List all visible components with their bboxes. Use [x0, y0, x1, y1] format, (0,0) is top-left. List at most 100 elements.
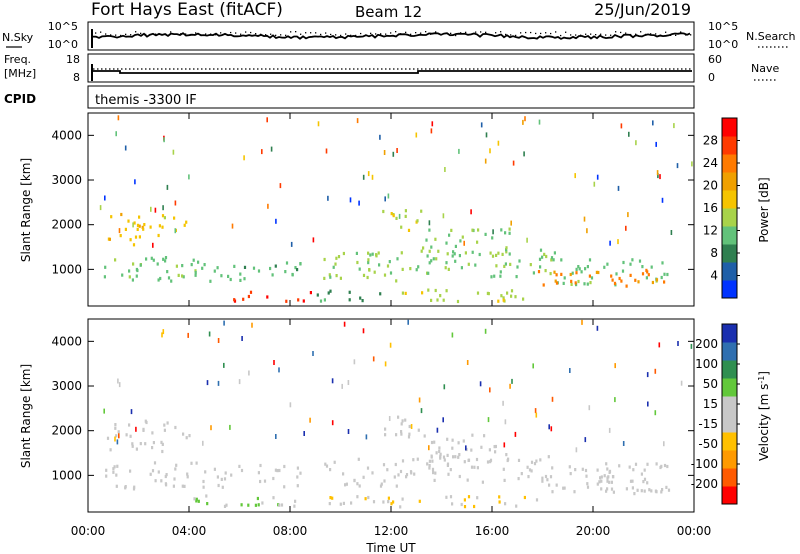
power-cell — [451, 254, 454, 258]
power-cell — [641, 265, 644, 269]
noise-search-dot — [325, 32, 327, 34]
power-cell — [638, 259, 642, 263]
velocity-cell — [655, 462, 658, 466]
power-cell — [124, 145, 127, 151]
noise-search-dot — [200, 34, 202, 36]
power-colorbar-tick-label: 28 — [703, 134, 718, 148]
velocity-cell — [142, 427, 145, 431]
power-cell — [425, 238, 428, 242]
power-cell — [505, 248, 508, 252]
velocity-cell — [600, 487, 603, 491]
velocity-cell — [449, 468, 452, 472]
power-cell — [615, 272, 618, 276]
velocity-cell — [372, 356, 375, 362]
velocity-cell — [541, 479, 544, 483]
velocity-cell — [395, 433, 398, 437]
power-cell — [396, 257, 399, 261]
power-cell — [586, 228, 588, 234]
power-cell — [629, 262, 632, 266]
power-cell — [163, 137, 165, 143]
velocity-cell — [618, 464, 621, 468]
power-cell — [502, 298, 505, 302]
velocity-cell — [431, 459, 434, 463]
power-cell — [182, 275, 185, 279]
velocity-cell — [393, 475, 396, 479]
cpid-text: themis -3300 IF — [95, 93, 197, 108]
velocity-data-marks — [103, 319, 693, 509]
velocity-cell — [259, 463, 262, 468]
velocity-cell — [124, 485, 127, 489]
velocity-cell — [614, 363, 616, 369]
power-cell — [104, 195, 106, 201]
velocity-cell — [160, 479, 163, 483]
power-colorbar-tick-label: 12 — [703, 224, 718, 238]
velocity-cell — [259, 479, 262, 484]
power-cell — [132, 222, 134, 228]
power-cell — [229, 277, 232, 282]
power-cell — [580, 270, 583, 274]
power-cell — [504, 262, 507, 266]
power-cell — [509, 262, 512, 266]
velocity-cell — [329, 496, 332, 500]
velocity-cell — [115, 484, 118, 488]
noise-search-dot — [625, 32, 627, 34]
power-cell — [145, 257, 148, 261]
noise-right-label: N.Search — [746, 30, 796, 43]
noise-search-dot — [215, 34, 217, 36]
noise-search-dot — [285, 34, 287, 36]
power-cell — [335, 274, 338, 278]
velocity-cell — [296, 466, 299, 470]
x-tick-label: 04:00 — [172, 524, 207, 538]
power-cell — [252, 266, 256, 270]
power-colorbar-segment — [722, 262, 737, 281]
velocity-cell — [392, 500, 395, 504]
velocity-cell — [410, 424, 413, 429]
power-cell — [231, 223, 234, 229]
velocity-cell — [413, 472, 416, 476]
velocity-cell — [487, 417, 490, 423]
velocity-cell — [439, 456, 442, 460]
noise-search-dot — [680, 31, 682, 33]
power-cell — [464, 251, 467, 255]
power-cell — [631, 258, 634, 262]
noise-search-dot — [170, 31, 172, 33]
power-cell — [367, 171, 370, 177]
power-cell — [522, 297, 525, 301]
velocity-cell — [299, 471, 302, 475]
power-cell — [522, 119, 524, 125]
velocity-cell — [646, 481, 649, 485]
power-cell — [348, 290, 351, 294]
velocity-cell — [387, 500, 390, 504]
power-cell — [291, 272, 294, 277]
noise-search-dot — [675, 34, 677, 36]
velocity-cell — [600, 475, 603, 479]
noise-search-dot — [265, 34, 267, 36]
noise-search-dot — [260, 33, 262, 35]
velocity-cell — [650, 489, 653, 493]
velocity-cell — [511, 378, 513, 384]
velocity-cell — [172, 484, 175, 488]
power-cell — [138, 235, 141, 239]
noise-search-dot — [190, 33, 192, 36]
power-cell — [555, 273, 558, 277]
power-cell — [493, 274, 496, 278]
power-cell — [285, 299, 288, 303]
power-cell — [474, 263, 477, 267]
velocity-cell — [173, 477, 176, 481]
power-cell — [368, 268, 371, 272]
power-cell — [128, 269, 131, 273]
velocity-cell — [195, 461, 198, 465]
velocity-cell — [275, 434, 277, 439]
noise-search-dot — [205, 33, 207, 35]
power-cell — [334, 262, 337, 266]
velocity-cell — [161, 449, 164, 454]
velocity-cell — [634, 462, 638, 466]
velocity-cell — [195, 499, 198, 503]
power-cell — [661, 261, 664, 265]
velocity-cell — [598, 480, 601, 484]
power-cell — [550, 258, 553, 262]
power-cell — [366, 275, 369, 280]
power-cell — [279, 183, 282, 189]
power-cell — [471, 250, 474, 254]
power-cell — [590, 276, 594, 280]
